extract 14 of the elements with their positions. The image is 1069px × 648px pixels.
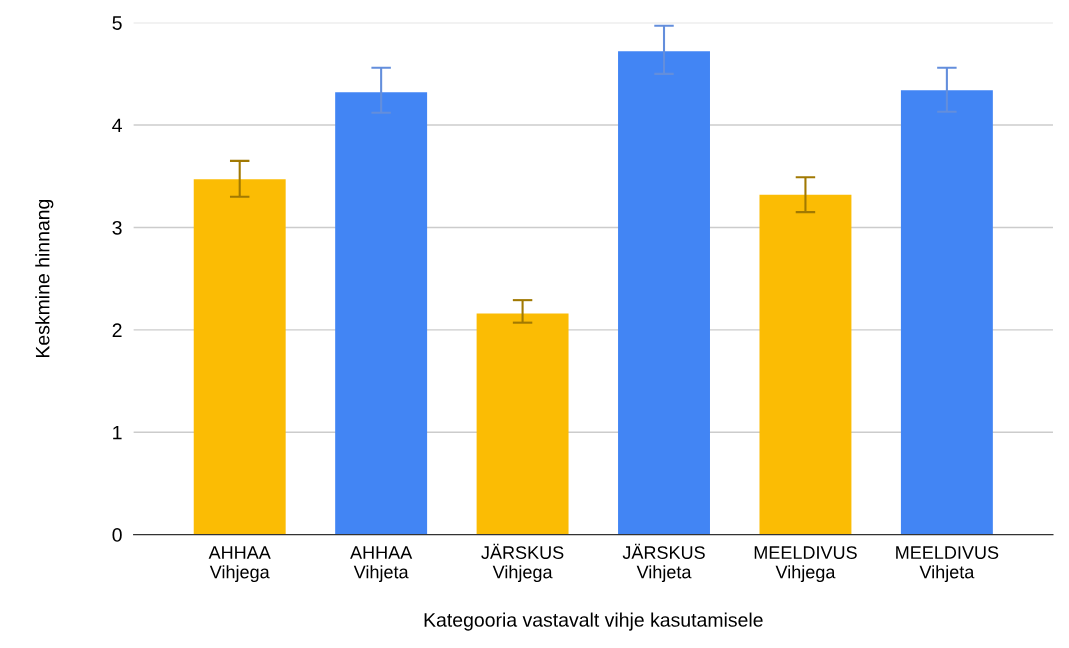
x-tick-label: MEELDIVUS Vihjega — [754, 546, 857, 582]
y-tick-label: 1 — [113, 425, 122, 440]
x-tick-label: JÄRSKUS Vihjega — [481, 543, 564, 582]
x-tick-label: AHHAA Vihjeta — [350, 546, 413, 582]
x-tick-label: JÄRSKUS Vihjeta — [622, 543, 705, 582]
x-tick-label: MEELDIVUS Vihjeta — [896, 546, 999, 582]
y-tick-label: 4 — [112, 118, 122, 133]
y-axis-title: Keskmine hinnang — [35, 199, 54, 358]
y-tick-label: 5 — [112, 16, 122, 30]
x-tick-label: AHHAA Vihjega — [208, 546, 271, 582]
y-tick-label: 2 — [112, 323, 122, 337]
y-tick-label: 3 — [112, 220, 122, 235]
x-axis-title: Kategooria vastavalt vihje kasutamisele — [424, 612, 763, 631]
y-tick-label: 0 — [112, 528, 122, 542]
